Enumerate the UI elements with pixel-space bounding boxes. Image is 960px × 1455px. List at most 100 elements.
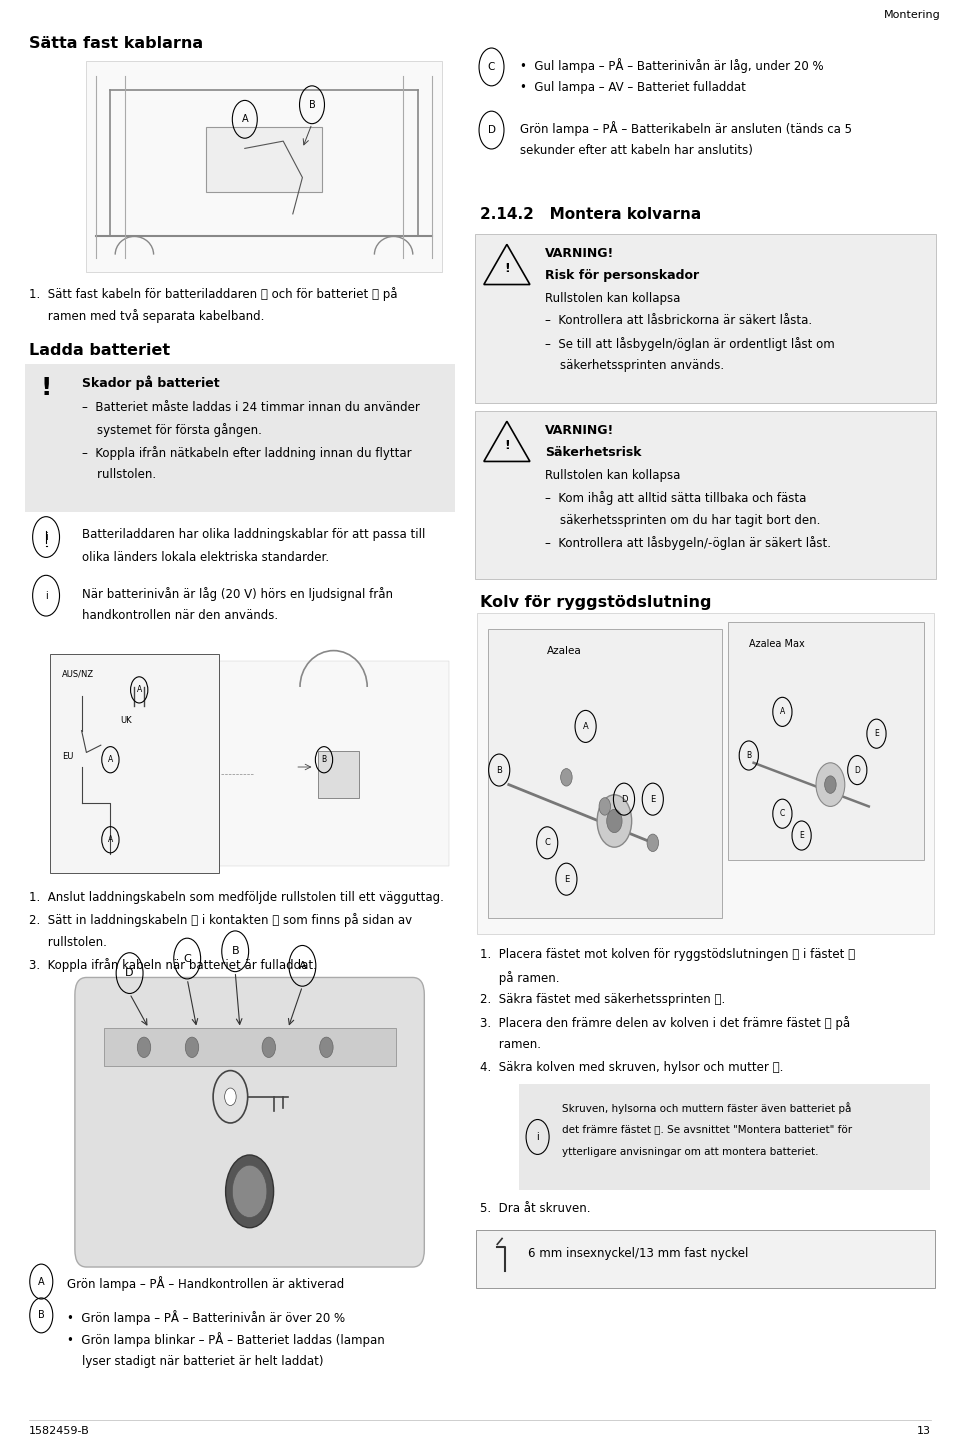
Text: Skruven, hylsorna och muttern fäster även batteriet på: Skruven, hylsorna och muttern fäster äve… bbox=[562, 1101, 851, 1113]
Text: olika länders lokala elektriska standarder.: olika länders lokala elektriska standard… bbox=[82, 551, 328, 565]
Text: A: A bbox=[108, 755, 113, 764]
Text: !: ! bbox=[40, 375, 52, 400]
Circle shape bbox=[225, 1088, 236, 1106]
Text: ramen med två separata kabelband.: ramen med två separata kabelband. bbox=[29, 308, 264, 323]
Text: •  Gul lampa – PÅ – Batterinivån är låg, under 20 %: • Gul lampa – PÅ – Batterinivån är låg, … bbox=[520, 58, 824, 73]
Circle shape bbox=[232, 1165, 267, 1218]
Text: !: ! bbox=[504, 262, 510, 275]
Text: 6 mm insexnyckel/13 mm fast nyckel: 6 mm insexnyckel/13 mm fast nyckel bbox=[528, 1247, 749, 1260]
FancyBboxPatch shape bbox=[728, 621, 924, 860]
Text: –  Se till att låsbygeln/öglan är ordentligt låst om: – Se till att låsbygeln/öglan är ordentl… bbox=[545, 338, 835, 351]
FancyBboxPatch shape bbox=[25, 364, 455, 512]
Text: i: i bbox=[537, 1132, 539, 1142]
Text: –  Kontrollera att låsbygeln/-öglan är säkert låst.: – Kontrollera att låsbygeln/-öglan är sä… bbox=[545, 537, 831, 550]
Text: B: B bbox=[322, 755, 326, 764]
Text: lyser stadigt när batteriet är helt laddat): lyser stadigt när batteriet är helt ladd… bbox=[67, 1355, 324, 1368]
Text: E: E bbox=[650, 794, 656, 803]
FancyBboxPatch shape bbox=[319, 751, 359, 797]
Text: Sätta fast kablarna: Sätta fast kablarna bbox=[29, 36, 203, 51]
Text: A: A bbox=[242, 115, 248, 124]
Text: E: E bbox=[564, 874, 569, 883]
Text: !: ! bbox=[504, 439, 510, 453]
Text: 1.  Placera fästet mot kolven för ryggstödslutningen Ⓒ i fästet Ⓐ: 1. Placera fästet mot kolven för ryggstö… bbox=[480, 949, 855, 962]
FancyBboxPatch shape bbox=[124, 704, 155, 739]
Text: Azalea: Azalea bbox=[547, 646, 582, 656]
FancyBboxPatch shape bbox=[75, 978, 424, 1267]
Circle shape bbox=[320, 1037, 333, 1058]
Text: UK: UK bbox=[120, 716, 132, 725]
Text: A: A bbox=[108, 835, 113, 844]
Text: ytterligare anvisningar om att montera batteriet.: ytterligare anvisningar om att montera b… bbox=[562, 1147, 818, 1157]
Text: D: D bbox=[854, 765, 860, 774]
Text: E: E bbox=[800, 831, 804, 840]
Text: på ramen.: på ramen. bbox=[480, 970, 560, 985]
FancyBboxPatch shape bbox=[475, 410, 936, 579]
Text: Säkerhetsrisk: Säkerhetsrisk bbox=[545, 447, 642, 460]
Text: A: A bbox=[583, 722, 588, 730]
Text: D: D bbox=[621, 794, 627, 803]
Text: säkerhetssprinten används.: säkerhetssprinten används. bbox=[545, 359, 725, 372]
Text: D: D bbox=[126, 968, 133, 978]
Text: A: A bbox=[136, 685, 142, 694]
Text: Montering: Montering bbox=[884, 10, 941, 20]
Text: VARNING!: VARNING! bbox=[545, 247, 614, 259]
Text: B: B bbox=[496, 765, 502, 774]
Text: i: i bbox=[45, 533, 47, 543]
Text: 3.  Koppla ifrån kabeln när batteriet är fulladdat.: 3. Koppla ifrån kabeln när batteriet är … bbox=[29, 959, 317, 972]
Text: rullstolen.: rullstolen. bbox=[29, 936, 107, 949]
Text: 5.  Dra åt skruven.: 5. Dra åt skruven. bbox=[480, 1202, 590, 1215]
Text: Rullstolen kan kollapsa: Rullstolen kan kollapsa bbox=[545, 292, 681, 304]
Text: B: B bbox=[231, 946, 239, 956]
Circle shape bbox=[226, 1155, 274, 1228]
FancyBboxPatch shape bbox=[519, 1084, 930, 1190]
Text: A: A bbox=[38, 1276, 44, 1286]
Text: B: B bbox=[308, 100, 316, 109]
Circle shape bbox=[599, 797, 611, 815]
FancyBboxPatch shape bbox=[475, 234, 936, 403]
Text: Kolv för ryggstödslutning: Kolv för ryggstödslutning bbox=[480, 595, 711, 610]
FancyBboxPatch shape bbox=[104, 1029, 396, 1067]
Text: B: B bbox=[37, 1311, 45, 1320]
Circle shape bbox=[185, 1037, 199, 1058]
Text: –  Kom ihåg att alltid sätta tillbaka och fästa: – Kom ihåg att alltid sätta tillbaka och… bbox=[545, 492, 806, 505]
FancyBboxPatch shape bbox=[488, 629, 722, 918]
Text: A: A bbox=[299, 960, 306, 970]
Circle shape bbox=[607, 809, 622, 832]
Text: C: C bbox=[183, 953, 191, 963]
Text: 4.  Säkra kolven med skruven, hylsor och mutter Ⓔ.: 4. Säkra kolven med skruven, hylsor och … bbox=[480, 1061, 783, 1074]
Text: Azalea Max: Azalea Max bbox=[749, 639, 804, 649]
Circle shape bbox=[597, 794, 632, 847]
Text: C: C bbox=[488, 63, 495, 71]
Circle shape bbox=[647, 834, 659, 851]
Text: Grön lampa – PÅ – Batterikabeln är ansluten (tänds ca 5: Grön lampa – PÅ – Batterikabeln är anslu… bbox=[520, 121, 852, 137]
Text: 1.  Sätt fast kabeln för batteriladdaren Ⓐ och för batteriet Ⓑ på: 1. Sätt fast kabeln för batteriladdaren … bbox=[29, 287, 397, 301]
FancyBboxPatch shape bbox=[218, 661, 449, 866]
Text: 2.  Säkra fästet med säkerhetssprinten Ⓑ.: 2. Säkra fästet med säkerhetssprinten Ⓑ. bbox=[480, 994, 725, 1007]
Text: E: E bbox=[875, 729, 878, 738]
Text: systemet för första gången.: systemet för första gången. bbox=[82, 423, 261, 438]
Text: •  Gul lampa – AV – Batteriet fulladdat: • Gul lampa – AV – Batteriet fulladdat bbox=[520, 80, 746, 93]
Text: EU: EU bbox=[62, 752, 74, 761]
Text: sekunder efter att kabeln har anslutits): sekunder efter att kabeln har anslutits) bbox=[520, 144, 754, 157]
FancyBboxPatch shape bbox=[477, 613, 934, 934]
Text: Grön lampa – PÅ – Handkontrollen är aktiverad: Grön lampa – PÅ – Handkontrollen är akti… bbox=[67, 1276, 345, 1291]
Text: D: D bbox=[488, 125, 495, 135]
Text: handkontrollen när den används.: handkontrollen när den används. bbox=[82, 610, 277, 623]
Text: När batterinivån är låg (20 V) hörs en ljudsignal från: När batterinivån är låg (20 V) hörs en l… bbox=[82, 586, 393, 601]
Text: AUS/NZ: AUS/NZ bbox=[62, 669, 94, 678]
Text: 13: 13 bbox=[917, 1426, 931, 1436]
Circle shape bbox=[137, 1037, 151, 1058]
Text: –  Koppla ifrån nätkabeln efter laddning innan du flyttar: – Koppla ifrån nätkabeln efter laddning … bbox=[82, 445, 411, 460]
Text: •  Grön lampa – PÅ – Batterinivån är över 20 %: • Grön lampa – PÅ – Batterinivån är över… bbox=[67, 1310, 346, 1324]
FancyBboxPatch shape bbox=[476, 1229, 935, 1288]
Text: rullstolen.: rullstolen. bbox=[82, 469, 156, 482]
Circle shape bbox=[825, 776, 836, 793]
Text: –  Kontrollera att låsbrickorna är säkert låsta.: – Kontrollera att låsbrickorna är säkert… bbox=[545, 314, 812, 327]
Circle shape bbox=[816, 762, 845, 806]
Text: 2.  Sätt in laddningskabeln Ⓐ i kontakten Ⓑ som finns på sidan av: 2. Sätt in laddningskabeln Ⓐ i kontakten… bbox=[29, 914, 412, 927]
Text: VARNING!: VARNING! bbox=[545, 423, 614, 436]
Text: ramen.: ramen. bbox=[480, 1039, 541, 1052]
FancyBboxPatch shape bbox=[206, 127, 322, 192]
FancyBboxPatch shape bbox=[86, 61, 442, 272]
Text: 2.14.2   Montera kolvarna: 2.14.2 Montera kolvarna bbox=[480, 207, 701, 223]
